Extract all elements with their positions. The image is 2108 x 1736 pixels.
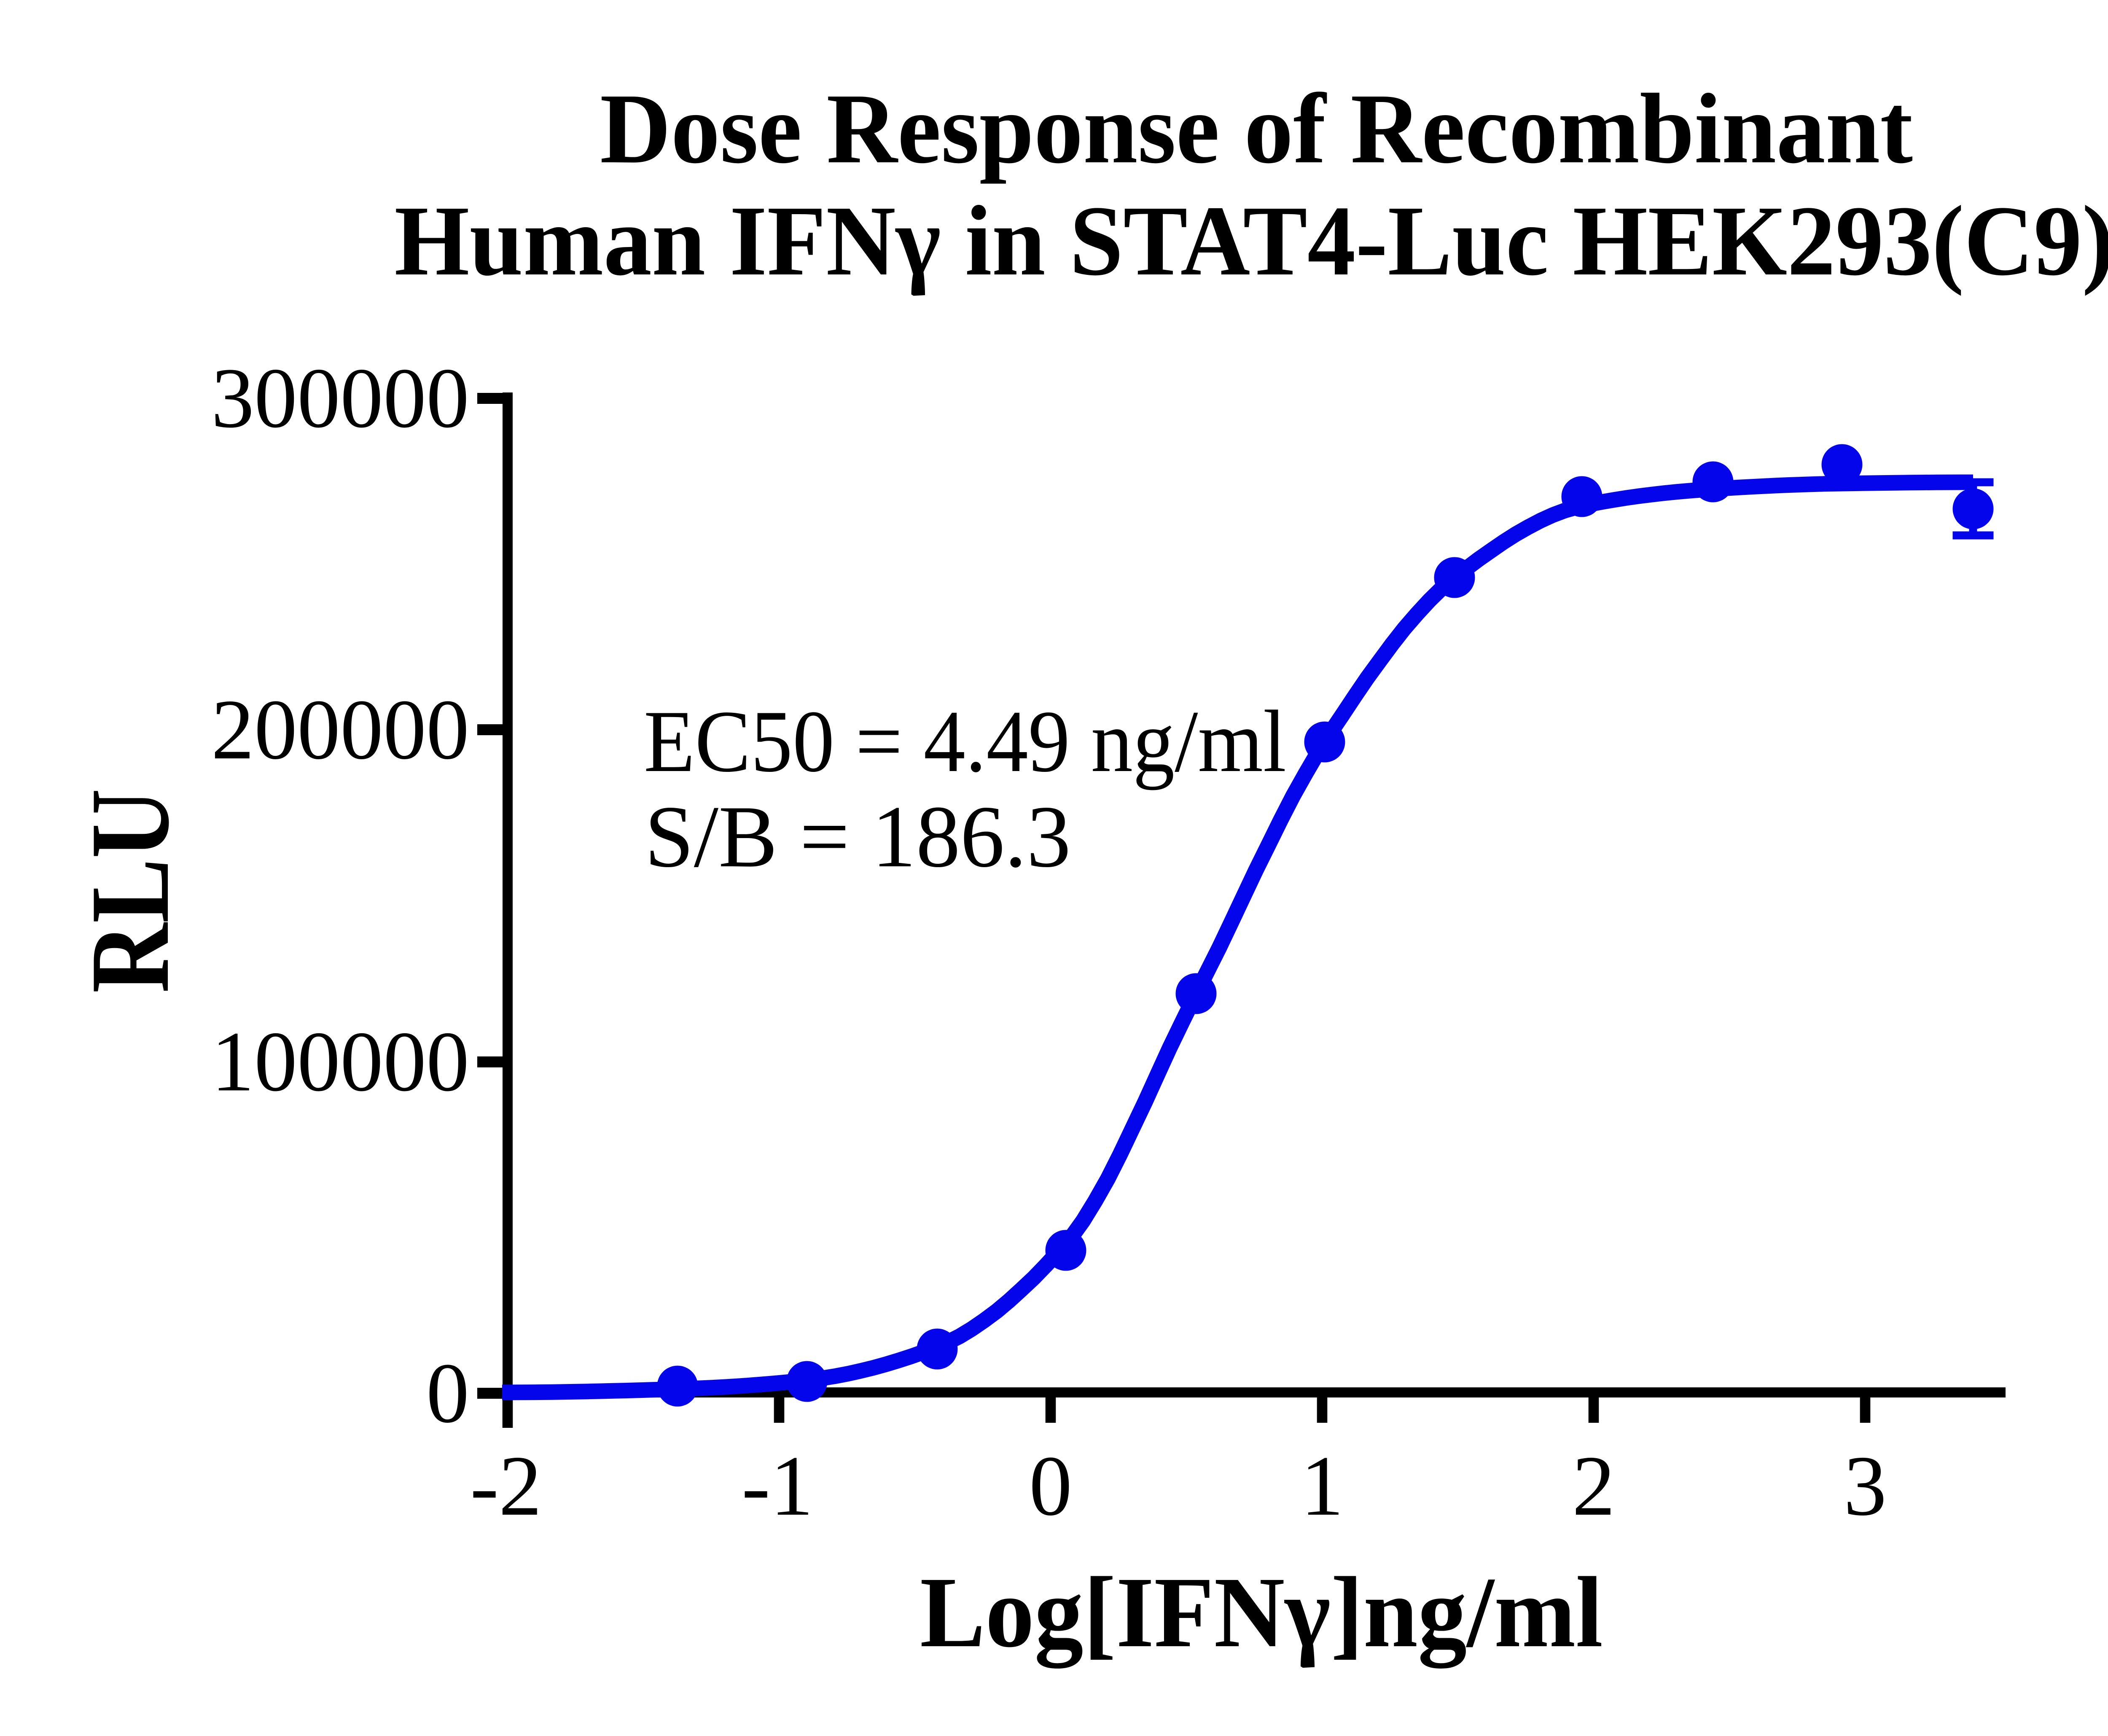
svg-text:0: 0 <box>1029 1438 1072 1534</box>
svg-text:0: 0 <box>426 1346 469 1441</box>
svg-text:RLU: RLU <box>67 789 192 993</box>
svg-text:EC50 = 4.49 ng/ml: EC50 = 4.49 ng/ml <box>644 693 1286 790</box>
svg-text:100000: 100000 <box>211 1014 469 1110</box>
svg-text:3: 3 <box>1844 1438 1887 1534</box>
svg-text:1: 1 <box>1301 1438 1344 1534</box>
svg-text:S/B = 186.3: S/B = 186.3 <box>645 788 1071 886</box>
svg-text:-1: -1 <box>742 1438 813 1534</box>
svg-text:-2: -2 <box>470 1438 542 1534</box>
svg-text:Human IFNγ in STAT4-Luc HEK293: Human IFNγ in STAT4-Luc HEK293(C9) <box>395 185 2108 296</box>
svg-text:Dose Response of Recombinant: Dose Response of Recombinant <box>600 73 1913 184</box>
svg-text:200000: 200000 <box>211 682 469 777</box>
svg-text:300000: 300000 <box>211 351 469 446</box>
svg-text:2: 2 <box>1572 1438 1615 1534</box>
svg-text:Log[IFNγ]ng/ml: Log[IFNγ]ng/ml <box>920 1556 1603 1669</box>
